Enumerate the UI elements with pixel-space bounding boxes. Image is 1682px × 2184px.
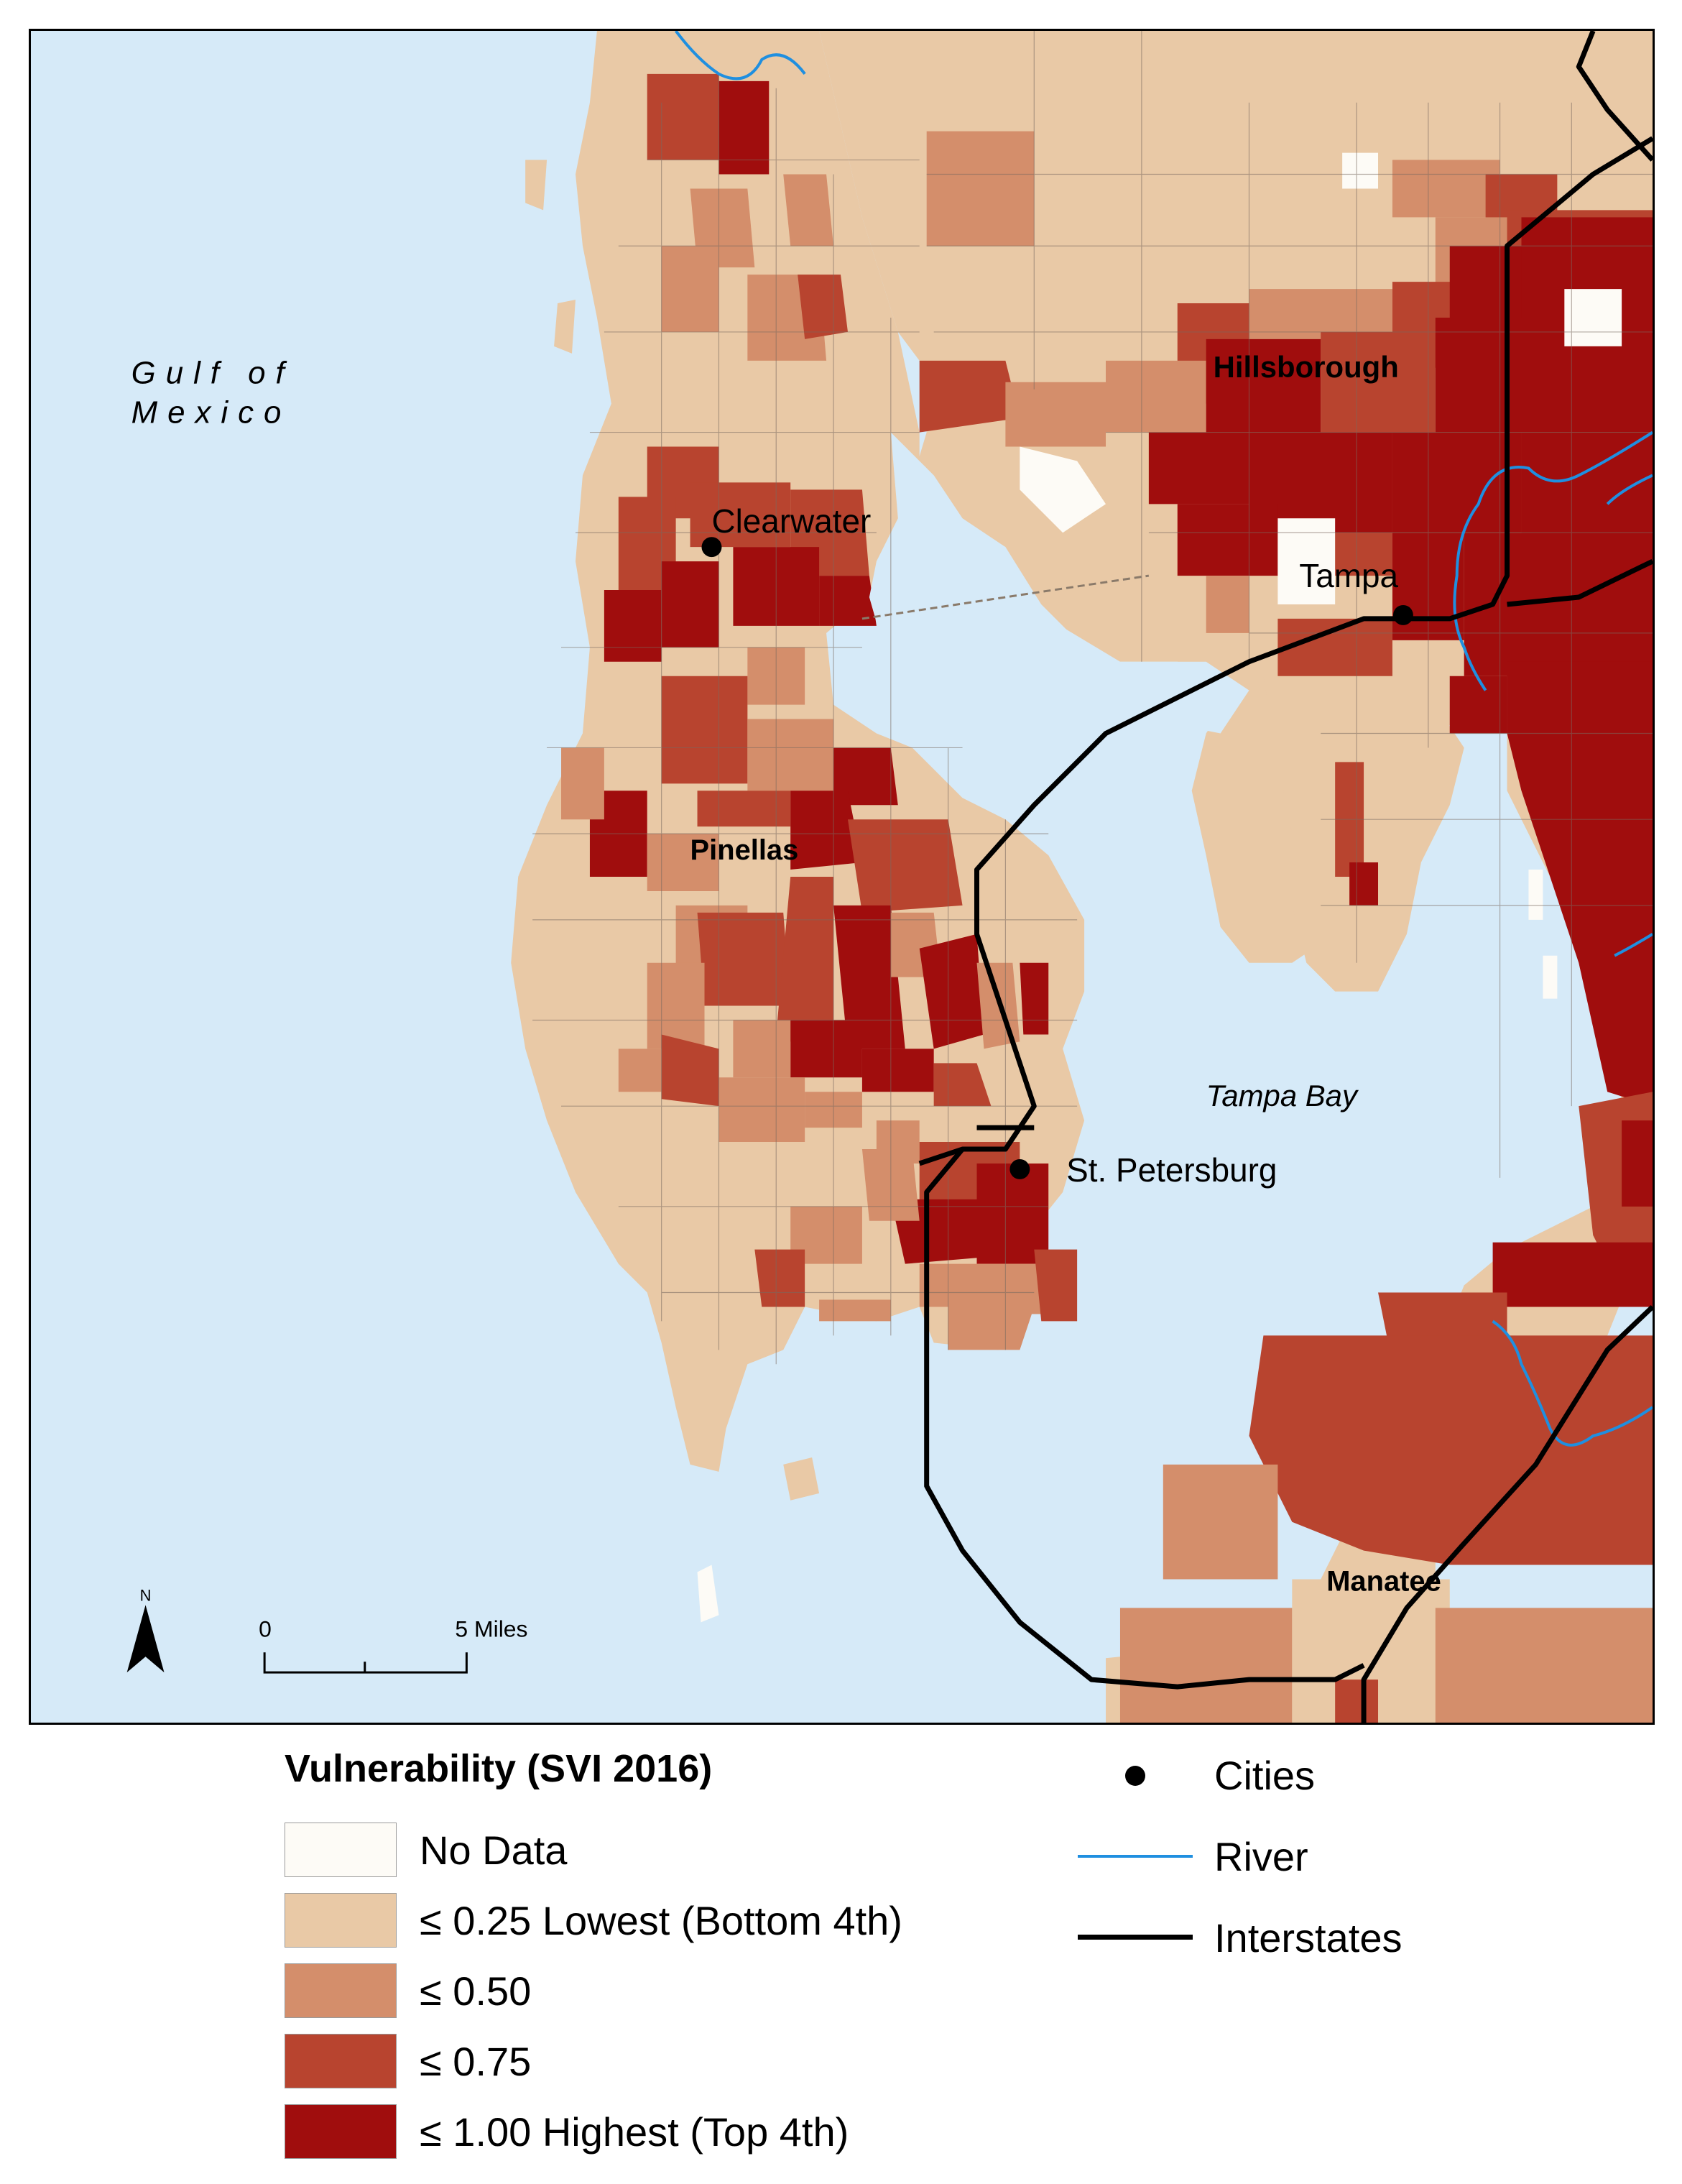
legend-label-no-data: No Data: [420, 1827, 568, 1873]
interstate-line-icon: [1078, 1912, 1193, 1963]
river-hillsborough-2: [1606, 474, 1653, 505]
key-south-2: [697, 1565, 719, 1623]
legend-row-lowest: ≤ 0.25 Lowest (Bottom 4th): [285, 1892, 902, 1948]
legend-swatch-no-data: [285, 1823, 397, 1877]
legend-title: Vulnerability (SVI 2016): [285, 1747, 713, 1790]
legend-swatch-050: [285, 1963, 397, 2018]
legend-label-lowest: ≤ 0.25 Lowest (Bottom 4th): [420, 1897, 902, 1943]
legend-label-050: ≤ 0.50: [420, 1968, 532, 2014]
tampa-bay-label: Tampa Bay: [1206, 1079, 1359, 1112]
legend-swatch-lowest: [285, 1893, 397, 1948]
interstates: [918, 31, 1653, 1723]
river-line-icon: [1078, 1831, 1193, 1881]
legend-row-075: ≤ 0.75: [285, 2033, 531, 2089]
key-south: [783, 1457, 820, 1501]
gulf-label-line1: Gulf of: [131, 356, 295, 391]
map-canvas[interactable]: Gulf of Mexico Tampa Bay Hillsborough Pi…: [31, 31, 1653, 1723]
north-arrow: N: [126, 1586, 165, 1673]
legend-label-river: River: [1214, 1833, 1308, 1879]
rivers: [675, 31, 1653, 1447]
legend-label-highest: ≤ 1.00 Highest (Top 4th): [420, 2109, 849, 2155]
scale-bar-line: [263, 1652, 468, 1674]
i-275-north: [1576, 31, 1653, 162]
courtney-campbell-bridge: [861, 574, 1150, 620]
clearwater-label: Clearwater: [711, 502, 871, 540]
i-275: [918, 136, 1653, 1166]
legend-label-075: ≤ 0.75: [420, 2038, 532, 2084]
tampa-label: Tampa: [1299, 557, 1398, 594]
legend-label-interstates: Interstates: [1214, 1915, 1403, 1960]
st-petersburg-label: St. Petersburg: [1066, 1151, 1277, 1189]
legend-row-050: ≤ 0.50: [285, 1963, 531, 2019]
river-alafia: [1614, 933, 1653, 957]
i-75: [1361, 1304, 1653, 1723]
legend-row-cities: Cities: [1078, 1750, 1315, 1800]
legend-row-highest: ≤ 1.00 Highest (Top 4th): [285, 2104, 849, 2160]
city-dot-icon: [1078, 1750, 1193, 1800]
scale-bar: 0 5 Miles: [259, 1616, 527, 1674]
hillsborough-label: Hillsborough: [1214, 350, 1399, 384]
pinellas-label: Pinellas: [690, 834, 799, 866]
key-north: [525, 160, 547, 211]
city-dot-tampa[interactable]: [1392, 604, 1413, 625]
legend-row-river: River: [1078, 1831, 1308, 1881]
map-frame[interactable]: Gulf of Mexico Tampa Bay Hillsborough Pi…: [29, 29, 1655, 1725]
legend-label-cities: Cities: [1214, 1752, 1316, 1798]
north-arrow-icon: [126, 1605, 165, 1673]
scale-bar-start: 0: [259, 1616, 272, 1641]
legend-swatch-highest: [285, 2104, 397, 2159]
city-dot-st-petersburg[interactable]: [1009, 1158, 1030, 1179]
pinellas-tracts: [561, 73, 1078, 1350]
legend-swatch-075: [285, 2034, 397, 2088]
north-arrow-label: N: [140, 1586, 152, 1604]
legend-row-no-data: No Data: [285, 1822, 567, 1878]
legend-row-interstates: Interstates: [1078, 1912, 1402, 1963]
river-manatee: [1492, 1319, 1653, 1447]
tract-boundaries: [532, 31, 1653, 1365]
river-hillsborough: [1453, 430, 1653, 691]
river-anclote: [675, 31, 806, 80]
gulf-label-line2: Mexico: [131, 395, 292, 430]
i-4: [1507, 558, 1653, 607]
key-mid: [554, 300, 576, 354]
scale-bar-end: 5 Miles: [455, 1616, 527, 1641]
old-tampa-bay: [869, 432, 1249, 734]
i-275-south: [924, 1147, 1365, 1690]
manatee-label: Manatee: [1326, 1565, 1441, 1597]
city-dot-clearwater[interactable]: [701, 537, 722, 558]
